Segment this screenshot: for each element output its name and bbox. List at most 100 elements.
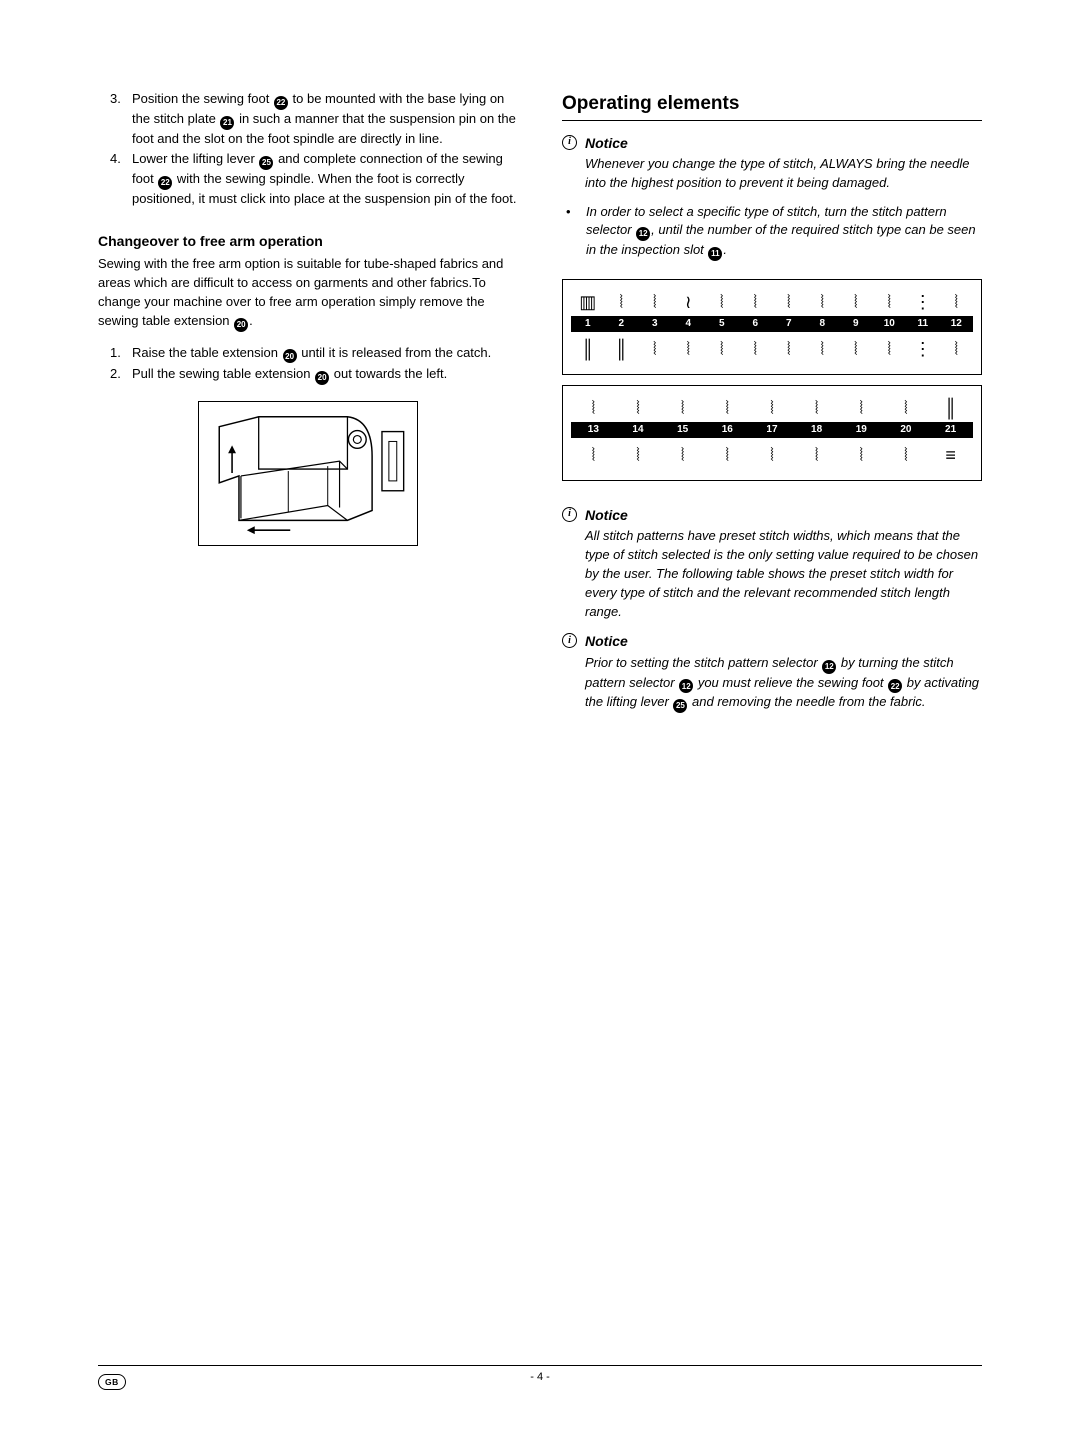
sewing-machine-illustration [198,401,418,546]
info-icon: i [562,507,577,522]
notice-2-body: All stitch patterns have preset stitch w… [585,527,982,621]
stitch-glyph: ⦚ [741,288,769,316]
stitch-number: 19 [847,422,875,438]
stitch-glyph: ⦚ [842,332,870,366]
sub-heading-changeover: Changeover to free arm operation [98,231,518,251]
stitch-number: 18 [803,422,831,438]
bullet-instruction: • In order to select a specific type of … [562,203,982,261]
stitch-glyph: ⦚ [942,332,970,366]
stitch-glyph: ⦚ [775,332,803,366]
stitch-number: 21 [937,422,965,438]
stitch-number: 11 [909,316,937,332]
stitch-glyph: ⦚ [641,332,669,366]
stitch-glyph: ⦚ [808,332,836,366]
list-text: Lower the lifting lever 25 and complete … [132,150,518,208]
stitch-glyph: ⦚ [847,438,875,472]
notice-title: Notice [585,631,628,651]
stitch-glyph: ⦚ [579,394,607,422]
list-item: 4.Lower the lifting lever 25 and complet… [110,150,518,208]
changeover-paragraph: Sewing with the free arm option is suita… [98,255,518,331]
stitch-glyph: ⦚ [808,288,836,316]
stitch-glyph: ⦚ [607,288,635,316]
stitch-glyph: ⦚ [713,438,741,472]
two-column-layout: 3.Position the sewing foot 22 to be moun… [98,90,982,723]
stitch-glyph: ║ [607,332,635,366]
stitch-glyph: ║ [574,332,602,366]
notice-1-header: i Notice [562,133,982,153]
stitch-glyph: ⦚ [892,438,920,472]
stitch-number: 16 [713,422,741,438]
reference-badge: 22 [888,679,902,693]
stitch-number: 9 [842,316,870,332]
stitch-glyph: ⦚ [713,394,741,422]
info-icon: i [562,633,577,648]
list-number: 3. [110,90,132,148]
notice-title: Notice [585,505,628,525]
notice-3-body: Prior to setting the stitch pattern sele… [585,654,982,713]
stitch-glyph: ⦚ [942,288,970,316]
reference-badge: 22 [274,96,288,110]
stitch-glyph: ⦚ [758,394,786,422]
stitch-number: 17 [758,422,786,438]
notice-title: Notice [585,133,628,153]
stitch-glyph: ⦚ [669,394,697,422]
ordered-list-a: 3.Position the sewing foot 22 to be moun… [110,90,518,209]
stitch-number: 6 [741,316,769,332]
stitch-glyph: ⦚ [847,394,875,422]
stitch-number: 15 [669,422,697,438]
stitch-number: 2 [607,316,635,332]
stitch-number: 12 [942,316,970,332]
list-text: Raise the table extension 20 until it is… [132,344,518,364]
list-item: 1.Raise the table extension 20 until it … [110,344,518,364]
notice-1-body: Whenever you change the type of stitch, … [585,155,982,193]
reference-badge: 22 [158,176,172,190]
notice-2-header: i Notice [562,505,982,525]
ordered-list-b: 1.Raise the table extension 20 until it … [110,344,518,386]
language-badge: GB [98,1374,126,1390]
notice-3-header: i Notice [562,631,982,651]
bullet-mark: • [562,203,586,261]
stitch-glyph: ⋮ [909,288,937,316]
stitch-glyph: ⦚ [579,438,607,472]
stitch-glyph: ⦚ [892,394,920,422]
stitch-number: 5 [708,316,736,332]
bullet-text: In order to select a specific type of st… [586,203,982,261]
stitch-glyph: ⦚ [842,288,870,316]
section-heading-operating: Operating elements [562,90,982,121]
list-number: 1. [110,344,132,364]
reference-badge: 12 [822,660,836,674]
stitch-glyph: ⦚ [669,438,697,472]
stitch-glyph: ║ [937,394,965,422]
stitch-number: 10 [875,316,903,332]
info-icon: i [562,135,577,150]
left-column: 3.Position the sewing foot 22 to be moun… [98,90,518,723]
stitch-number: 8 [808,316,836,332]
stitch-glyph: ⦚ [641,288,669,316]
stitch-number: 13 [579,422,607,438]
stitch-glyph: ⦚ [624,438,652,472]
stitch-number: 14 [624,422,652,438]
reference-badge: 20 [283,349,297,363]
stitch-number: 3 [641,316,669,332]
stitch-number: 20 [892,422,920,438]
right-column: Operating elements i Notice Whenever you… [562,90,982,723]
stitch-glyph: ⦚ [803,394,831,422]
stitch-glyph: ⋮ [909,332,937,366]
stitch-number: 1 [574,316,602,332]
reference-badge: 12 [679,679,693,693]
stitch-block-1: ▥⦚⦚≀⦚⦚⦚⦚⦚⦚⋮⦚ 123456789101112 ║║⦚⦚⦚⦚⦚⦚⦚⦚⋮… [562,279,982,375]
stitch-glyph: ⦚ [875,332,903,366]
page-number: - 4 - [0,1370,1080,1386]
stitch-glyph: ⦚ [803,438,831,472]
stitch-block-2: ⦚⦚⦚⦚⦚⦚⦚⦚║ 131415161718192021 ⦚⦚⦚⦚⦚⦚⦚⦚≡ [562,385,982,481]
list-text: Position the sewing foot 22 to be mounte… [132,90,518,148]
list-number: 4. [110,150,132,208]
reference-badge: 11 [708,247,722,261]
reference-badge: 20 [315,371,329,385]
footer-rule [98,1365,982,1366]
stitch-glyph: ▥ [574,288,602,316]
stitch-glyph: ⦚ [775,288,803,316]
stitch-glyph: ⦚ [674,332,702,366]
stitch-number: 4 [674,316,702,332]
stitch-glyph: ⦚ [875,288,903,316]
